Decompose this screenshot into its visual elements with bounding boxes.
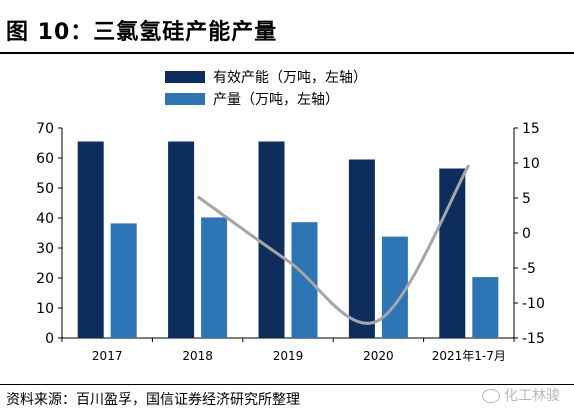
capacity-bar-2020 xyxy=(348,159,375,338)
output-bar-2018 xyxy=(201,217,228,338)
left-tick-label: 60 xyxy=(36,151,54,167)
right-tick-label: -5 xyxy=(522,261,536,277)
source-note: 资料来源：百川盈孚，国信证券经济研究所整理 xyxy=(6,392,300,408)
x-tick-label: 2021年1-7月 xyxy=(432,349,506,363)
output-bar-2019 xyxy=(291,222,318,338)
title-rule xyxy=(0,52,574,54)
right-tick-label: -15 xyxy=(522,331,545,347)
wechat-icon xyxy=(482,389,500,403)
left-tick-label: 50 xyxy=(36,181,54,197)
left-tick-label: 10 xyxy=(36,301,54,317)
x-tick-label: 2020 xyxy=(363,349,394,363)
legend-swatch xyxy=(165,93,205,105)
left-tick-label: 0 xyxy=(45,331,54,347)
right-tick-label: -10 xyxy=(522,296,545,312)
legend-label: 有效产能（万吨，左轴） xyxy=(213,70,367,86)
legend-swatch xyxy=(165,71,205,83)
yoy-line xyxy=(196,164,471,325)
chart: 有效产能（万吨，左轴）产量（万吨，左轴） 010203040506070-15-… xyxy=(36,70,545,363)
tick-labels: 0 10 20 30 40 50 60 70 -15 -10 -5 0 5 10 15 2017 2018 201… xyxy=(36,121,545,363)
source-rule xyxy=(0,384,574,385)
left-tick-label: 30 xyxy=(36,241,54,257)
capacity-bar-2019 xyxy=(258,141,285,338)
watermark-text: 化工林骏 xyxy=(504,388,560,404)
output-bar-2021年1-7月 xyxy=(472,277,499,338)
left-tick-label: 20 xyxy=(36,271,54,287)
capacity-bar-2018 xyxy=(168,141,195,338)
axes xyxy=(58,127,518,342)
line-series xyxy=(196,164,471,325)
watermark: 化工林骏 xyxy=(482,385,560,405)
right-tick-label: 0 xyxy=(522,226,531,242)
right-tick-label: 10 xyxy=(522,156,540,172)
output-bar-2017 xyxy=(110,223,137,338)
capacity-bar-2021年1-7月 xyxy=(439,168,466,338)
left-tick-label: 40 xyxy=(36,211,54,227)
x-tick-label: 2017 xyxy=(92,349,123,363)
right-tick-label: 15 xyxy=(522,121,540,137)
legend: 有效产能（万吨，左轴） 产量（万吨，左轴） xyxy=(165,70,367,108)
figure-title: 图 10：三氯氢硅产能产量 xyxy=(6,20,278,45)
left-tick-label: 70 xyxy=(36,121,54,137)
bars xyxy=(77,141,499,338)
output-bar-2020 xyxy=(381,236,408,338)
x-tick-label: 2019 xyxy=(273,349,304,363)
right-tick-label: 5 xyxy=(522,191,531,207)
capacity-bar-2017 xyxy=(77,141,104,338)
legend-label: 产量（万吨，左轴） xyxy=(213,92,339,108)
x-tick-label: 2018 xyxy=(182,349,213,363)
